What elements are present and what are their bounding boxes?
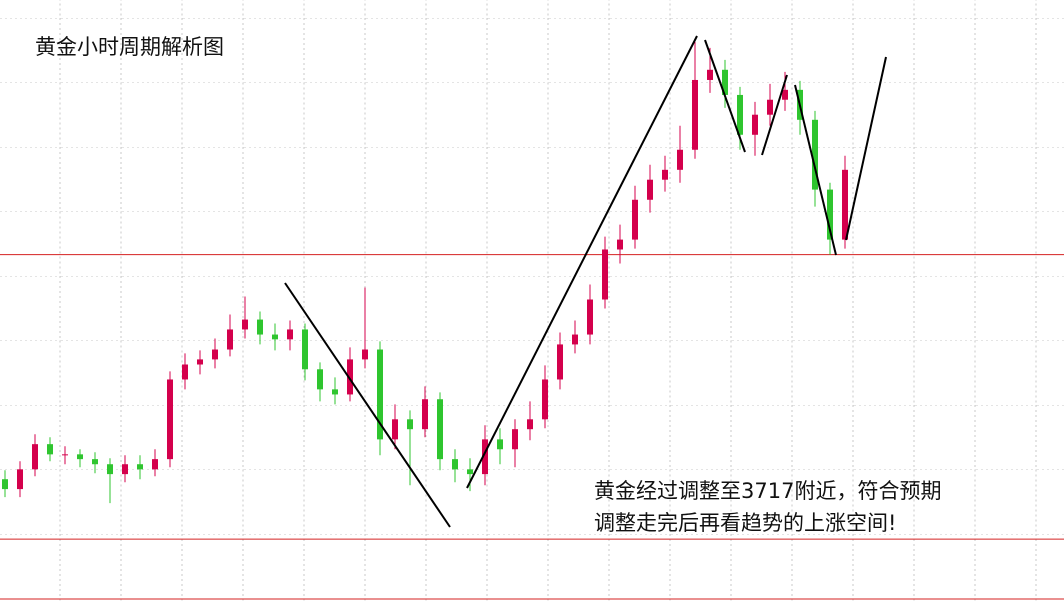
candle-body <box>92 459 98 465</box>
trend-line <box>761 74 788 156</box>
candle-body <box>77 454 83 460</box>
candle-body <box>227 329 233 350</box>
candle-body <box>62 454 68 456</box>
candle-body <box>257 319 263 335</box>
candle-body <box>662 169 668 180</box>
candle-body <box>407 419 413 430</box>
trend-line <box>704 39 746 153</box>
candle-body <box>827 189 833 240</box>
trend-line <box>466 35 698 489</box>
trend-lines <box>284 35 887 528</box>
trend-line <box>845 56 887 241</box>
candle-body <box>812 119 818 190</box>
candle-body <box>617 239 623 250</box>
candle-body <box>47 444 53 455</box>
candle-body <box>137 464 143 470</box>
candle-body <box>482 439 488 475</box>
candle-body <box>452 459 458 470</box>
levels <box>0 254 1064 600</box>
candle-body <box>467 469 473 475</box>
candle-body <box>182 364 188 380</box>
annotation: 调整走完后再看趋势的上涨空间! <box>594 511 896 535</box>
candle-body <box>242 319 248 330</box>
candle-body <box>377 349 383 440</box>
candle-body <box>512 429 518 450</box>
candle-body <box>287 329 293 340</box>
trend-line <box>794 84 837 256</box>
candle-body <box>527 419 533 430</box>
candle-body <box>17 469 23 490</box>
candle-body <box>767 99 773 115</box>
candle-body <box>782 89 788 100</box>
candle-body <box>647 179 653 200</box>
candle-body <box>392 419 398 440</box>
candle-body <box>32 444 38 470</box>
candle-body <box>107 464 113 475</box>
candle-body <box>842 169 848 240</box>
candle-body <box>167 379 173 460</box>
candle-body <box>152 459 158 470</box>
candle-body <box>332 389 338 395</box>
candle-body <box>572 334 578 345</box>
candle-body <box>347 359 353 395</box>
trend-line <box>284 282 451 528</box>
candle-body <box>632 199 638 240</box>
candle-body <box>602 249 608 300</box>
candle-body <box>677 149 683 170</box>
candle-body <box>437 399 443 460</box>
candle-body <box>2 479 8 490</box>
candle-body <box>197 359 203 365</box>
candle-body <box>362 349 368 360</box>
candle-body <box>422 399 428 430</box>
candle-body <box>272 334 278 340</box>
candle-body <box>302 329 308 370</box>
candle-body <box>542 379 548 420</box>
candles <box>2 41 848 504</box>
candle-body <box>497 439 503 450</box>
annotation: 黄金经过调整至3717附近，符合预期 <box>594 479 941 503</box>
chart-title: 黄金小时周期解析图 <box>35 35 224 59</box>
candle-body <box>317 369 323 390</box>
candle-body <box>692 79 698 150</box>
candle-body <box>737 94 743 135</box>
candle-body <box>557 344 563 380</box>
candle-body <box>752 114 758 135</box>
candle-body <box>707 69 713 80</box>
candle-body <box>587 299 593 335</box>
candle-body <box>722 69 728 95</box>
candle-body <box>212 349 218 360</box>
candle-body <box>122 464 128 475</box>
